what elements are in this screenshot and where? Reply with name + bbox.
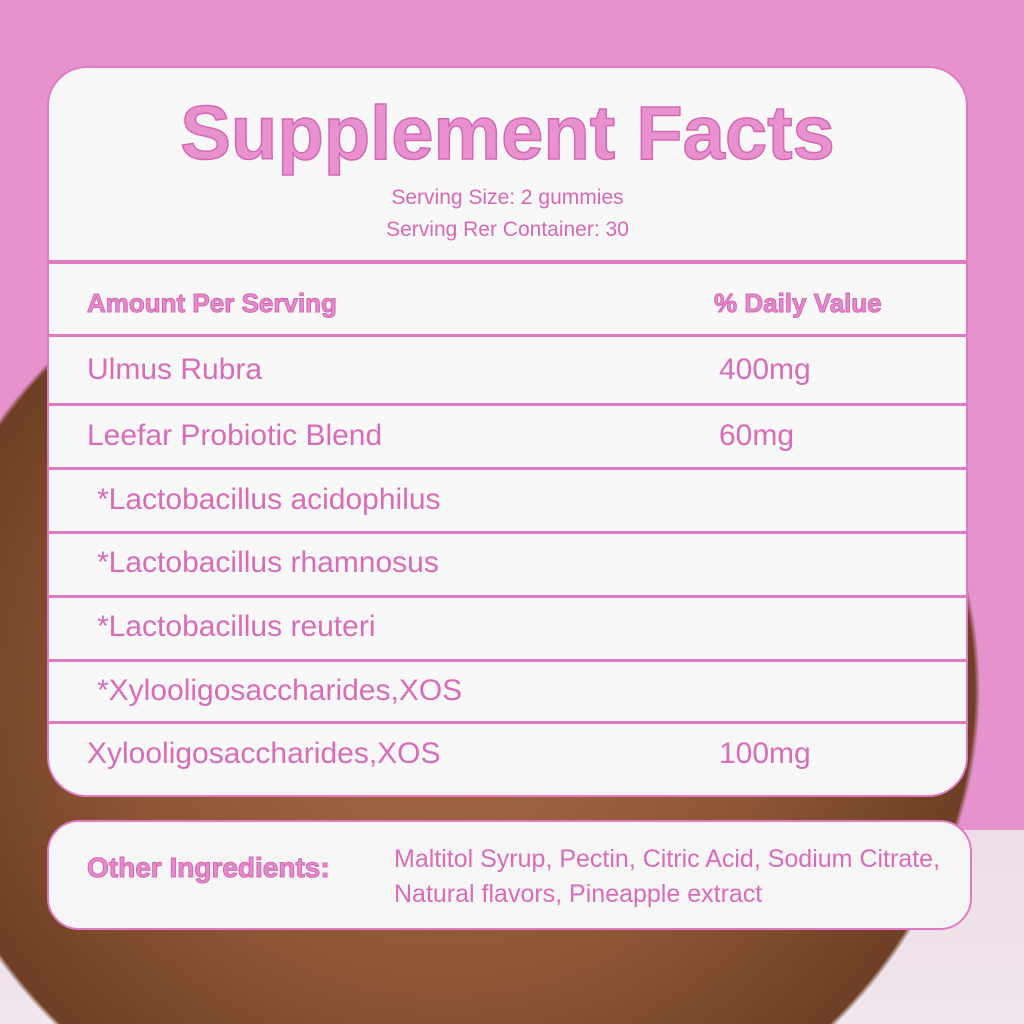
- table-row-value: 400mg: [719, 353, 811, 386]
- servings-per-container: Serving Rer Container: 30: [386, 218, 629, 241]
- divider: [49, 260, 966, 264]
- table-row-value: 60mg: [719, 419, 795, 452]
- other-ingredients-panel: Other Ingredients: Maltitol Syrup, Pecti…: [47, 820, 972, 930]
- page-title: Supplement Facts: [179, 90, 835, 177]
- table-row-name: *Lactobacillus rhamnosus: [97, 546, 439, 579]
- table-row-name: Ulmus Rubra: [87, 353, 263, 386]
- table-row-name: Xylooligosaccharides,XOS: [87, 737, 441, 770]
- other-ingredients-text: Maltitol Syrup, Pectin, Citric Acid, Sod…: [394, 845, 941, 908]
- daily-value-header: % Daily Value: [714, 288, 883, 319]
- divider: [49, 403, 966, 406]
- divider: [49, 595, 966, 598]
- supplement-facts-panel: Supplement Facts Serving Size: 2 gummies…: [47, 66, 968, 797]
- other-ingredients-label: Other Ingredients:: [87, 852, 331, 884]
- amount-per-serving-header: Amount Per Serving: [87, 288, 338, 319]
- divider: [49, 334, 966, 337]
- serving-size: Serving Size: 2 gummies: [391, 186, 624, 209]
- divider: [49, 659, 966, 662]
- table-row-value: 100mg: [719, 737, 811, 770]
- table-row-name: *Lactobacillus acidophilus: [97, 483, 441, 516]
- divider: [49, 531, 966, 534]
- table-row-name: Leefar Probiotic Blend: [87, 419, 383, 452]
- table-row-name: *Lactobacillus reuteri: [97, 610, 376, 643]
- table-row-name: *Xylooligosaccharides,XOS: [97, 674, 463, 707]
- divider: [49, 721, 966, 724]
- divider: [49, 467, 966, 470]
